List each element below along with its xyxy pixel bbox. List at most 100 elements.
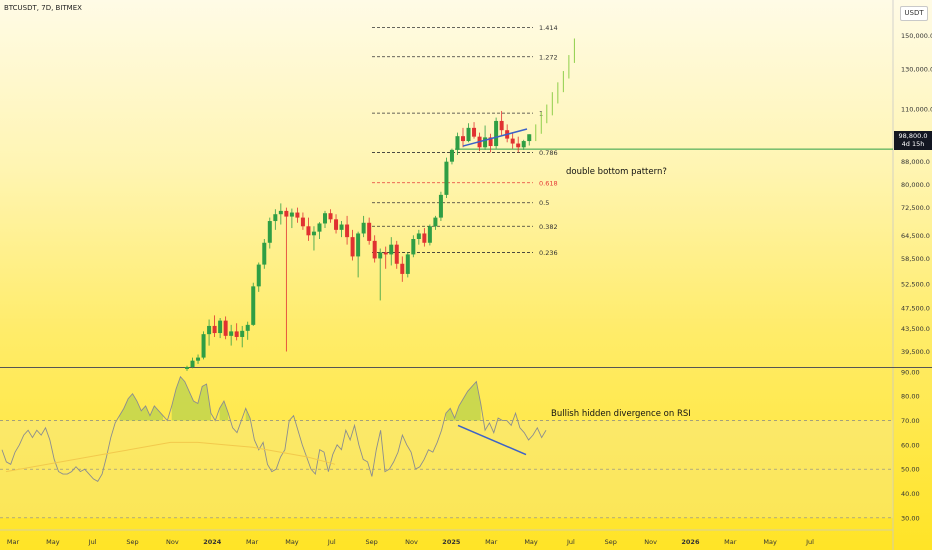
time-tick-label: Jul bbox=[88, 538, 97, 546]
candle-body bbox=[499, 120, 504, 131]
price-tick-label: 58,500.0 bbox=[901, 255, 930, 263]
candle-body bbox=[240, 330, 245, 337]
candle-body bbox=[405, 254, 410, 274]
candle-body bbox=[207, 325, 212, 335]
candle-body bbox=[521, 141, 526, 148]
rsi-tick-label: 90.00 bbox=[901, 368, 920, 376]
candle-body bbox=[328, 213, 333, 220]
rsi-line bbox=[1, 375, 547, 482]
fib-level-label: 0.786 bbox=[539, 149, 558, 157]
candle-body bbox=[345, 224, 350, 238]
fib-level-label: 0.236 bbox=[539, 249, 558, 257]
candle-body bbox=[411, 239, 416, 255]
time-tick-label: 2024 bbox=[203, 538, 222, 546]
candle-body bbox=[300, 217, 305, 227]
divergence-line bbox=[457, 424, 527, 456]
time-tick-label: May bbox=[285, 538, 299, 546]
time-tick-label: Nov bbox=[166, 538, 179, 546]
rsi-tick-label: 30.00 bbox=[901, 514, 920, 522]
time-tick-label: Mar bbox=[485, 538, 498, 546]
support-trendline bbox=[462, 128, 528, 147]
time-tick-label: 2026 bbox=[681, 538, 700, 546]
candle-body bbox=[422, 233, 427, 243]
rsi-overbought-fill bbox=[219, 401, 229, 421]
time-tick-label: Mar bbox=[724, 538, 737, 546]
candle-body bbox=[510, 138, 515, 144]
fib-level-label: 0.5 bbox=[539, 199, 549, 207]
candle-body bbox=[234, 331, 239, 337]
last-price-badge: 98,800.0 4d 15h bbox=[894, 131, 932, 150]
candle-body bbox=[488, 137, 493, 147]
candle-body bbox=[323, 213, 327, 224]
candle-body bbox=[472, 127, 477, 137]
candle-body bbox=[251, 286, 256, 325]
time-tick-label: May bbox=[46, 538, 60, 546]
candle-body bbox=[278, 210, 283, 215]
pattern-annotation: double bottom pattern? bbox=[566, 167, 667, 177]
time-tick-label: Nov bbox=[644, 538, 657, 546]
time-tick-label: May bbox=[763, 538, 777, 546]
time-tick-label: Jul bbox=[327, 538, 336, 546]
time-tick-label: 2025 bbox=[442, 538, 461, 546]
candle-body bbox=[367, 222, 372, 241]
candle-body bbox=[196, 357, 201, 361]
fib-level-label: 0.382 bbox=[539, 223, 558, 231]
price-tick-label: 110,000.0 bbox=[901, 105, 932, 113]
candle-body bbox=[433, 217, 438, 227]
candle-body bbox=[389, 244, 394, 255]
candle-body bbox=[289, 212, 294, 217]
time-tick-label: Jul bbox=[566, 538, 575, 546]
candle-body bbox=[372, 240, 377, 259]
fib-level-label: 1.272 bbox=[539, 53, 558, 61]
candle-body bbox=[449, 149, 454, 162]
candle-body bbox=[350, 237, 355, 257]
price-tick-label: 52,500.0 bbox=[901, 281, 930, 289]
rsi-tick-label: 50.00 bbox=[901, 466, 920, 474]
candle-body bbox=[383, 252, 388, 255]
price-tick-label: 43,500.0 bbox=[901, 325, 930, 333]
candle-body bbox=[190, 360, 195, 367]
candle-body bbox=[334, 219, 339, 230]
candle-body bbox=[245, 324, 250, 331]
price-tick-label: 150,000.0 bbox=[901, 32, 932, 40]
fib-level-label: 0.618 bbox=[539, 179, 558, 187]
rsi-overbought-fill bbox=[119, 393, 164, 421]
candle-body bbox=[394, 244, 399, 264]
candle-body bbox=[267, 221, 272, 243]
candle-body bbox=[416, 233, 421, 240]
price-tick-label: 88,000.0 bbox=[901, 158, 930, 166]
rsi-tick-label: 70.00 bbox=[901, 417, 920, 425]
candle-body bbox=[223, 320, 228, 336]
price-tick-label: 47,500.0 bbox=[901, 304, 930, 312]
candle-body bbox=[494, 120, 499, 147]
time-tick-label: May bbox=[524, 538, 538, 546]
time-tick-label: Mar bbox=[7, 538, 20, 546]
rsi-overbought-fill bbox=[171, 376, 211, 421]
price-tick-label: 39,500.0 bbox=[901, 348, 930, 356]
candle-body bbox=[317, 223, 322, 232]
candle-body bbox=[311, 231, 316, 236]
candle-body bbox=[256, 264, 261, 287]
candle-body bbox=[516, 143, 521, 148]
rsi-tick-label: 40.00 bbox=[901, 490, 920, 498]
candle-body bbox=[306, 226, 311, 236]
candle-body bbox=[361, 222, 366, 234]
candle-body bbox=[218, 320, 223, 334]
candle-body bbox=[201, 334, 206, 358]
candle-body bbox=[444, 161, 449, 195]
price-tick-label: 72,500.0 bbox=[901, 204, 930, 212]
candle-body bbox=[262, 242, 267, 265]
last-price: 98,800.0 bbox=[898, 132, 928, 140]
candle-body bbox=[483, 137, 488, 148]
rsi-overbought-fill bbox=[445, 381, 481, 421]
time-tick-label: Mar bbox=[246, 538, 259, 546]
rsi-tick-label: 80.00 bbox=[901, 393, 920, 401]
fib-level-label: 1.414 bbox=[539, 24, 558, 32]
time-tick-label: Jul bbox=[805, 538, 814, 546]
currency-button[interactable]: USDT bbox=[900, 6, 928, 21]
candle-body bbox=[400, 263, 405, 274]
candle-body bbox=[229, 331, 234, 336]
price-tick-label: 130,000.0 bbox=[901, 66, 932, 74]
